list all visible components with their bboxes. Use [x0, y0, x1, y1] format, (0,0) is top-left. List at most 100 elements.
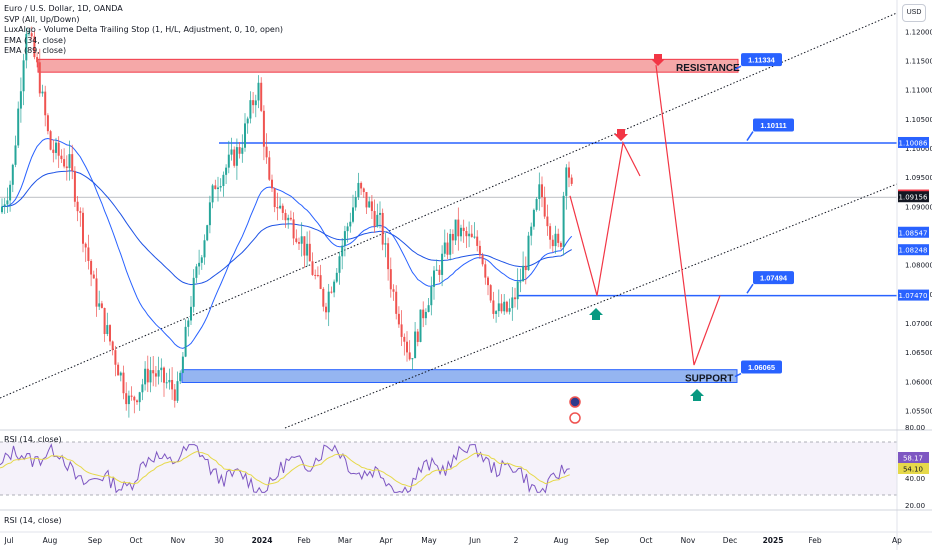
indicator-luxalgo[interactable]: LuxAlgo - Volume Delta Trailing Stop (1,…	[4, 25, 284, 34]
rsi-tick-label: 80.00	[905, 424, 925, 432]
candle-body	[519, 281, 522, 283]
level-callout-pointer	[734, 65, 742, 70]
candle-body	[9, 184, 12, 201]
candle-body	[465, 231, 468, 237]
candle-body	[163, 367, 165, 383]
x-tick-label: Oct	[640, 536, 653, 545]
y-tick-label: 1.11000	[905, 87, 932, 95]
candle-body	[265, 146, 268, 158]
indicator-svp[interactable]: SVP (All, Up/Down)	[4, 14, 80, 24]
candle-body	[406, 341, 408, 353]
candle-body	[233, 149, 236, 166]
price-scale-tag	[898, 191, 929, 203]
candle-body	[349, 221, 352, 227]
candle-body	[176, 381, 179, 401]
currency-button[interactable]: USD	[902, 4, 926, 22]
candle-body	[198, 262, 201, 267]
candle-body	[46, 115, 49, 132]
candle-body	[524, 265, 527, 271]
x-tick-label: Aug	[554, 536, 569, 545]
candle-body	[549, 226, 552, 240]
candle-body	[179, 372, 182, 382]
candle-body	[287, 217, 290, 221]
candle-body	[541, 184, 543, 198]
event-marker-icon	[569, 396, 581, 408]
candle-body	[22, 60, 25, 92]
candle-body	[346, 226, 349, 232]
symbol-title[interactable]: Euro / U.S. Dollar, 1D, OANDA	[4, 4, 123, 13]
channel-upper	[0, 0, 928, 399]
candle-body	[11, 164, 14, 185]
candle-body	[49, 131, 52, 150]
y-tick-label: 1.09500	[905, 174, 932, 182]
candle-body	[154, 373, 157, 377]
rsi-value-tag	[898, 452, 929, 463]
candle-body	[254, 100, 257, 106]
price-scale-tag	[898, 244, 929, 256]
rsi-value-text: 58.17	[903, 455, 923, 463]
x-tick-label: Mar	[338, 536, 353, 545]
candle-body	[365, 192, 368, 208]
candle-body	[530, 226, 533, 236]
y-tick-label: 1.10000	[905, 145, 932, 153]
candle-body	[484, 264, 487, 278]
candle-body	[343, 231, 346, 246]
candle-body	[125, 393, 128, 405]
candle-body	[559, 242, 562, 247]
level-callout-text: 1.11334	[748, 56, 776, 65]
indicator-ema89[interactable]: EMA (89, close)	[4, 46, 67, 55]
y-tick-label: 1.09000	[905, 203, 932, 211]
projection-path-short	[569, 140, 641, 296]
candle-body	[100, 303, 103, 308]
candle-body	[354, 197, 357, 208]
candle-body	[457, 219, 460, 237]
x-tick-label: Feb	[297, 536, 311, 545]
candle-body	[98, 303, 101, 307]
candle-body	[168, 379, 171, 383]
candle-body	[308, 243, 311, 262]
level-callout-text: 1.10111	[760, 121, 786, 130]
x-tick-label: May	[421, 536, 437, 545]
candle-body	[473, 236, 476, 238]
candle-body	[252, 100, 255, 106]
candle-body	[230, 149, 233, 155]
candle-body	[130, 395, 133, 397]
candle-body	[360, 182, 363, 189]
x-tick-label: 2024	[252, 536, 273, 545]
candle-body	[352, 207, 354, 222]
candle-body	[90, 260, 93, 275]
candle-body	[408, 352, 411, 360]
candle-body	[30, 33, 33, 37]
candle-body	[335, 272, 338, 282]
candle-body	[246, 118, 249, 124]
indicator-ema34[interactable]: EMA (34, close)	[4, 35, 67, 45]
candle-body	[157, 370, 160, 377]
candle-body	[146, 368, 149, 383]
candle-body	[95, 278, 98, 307]
rsi-line	[0, 443, 570, 494]
candle-body	[395, 291, 398, 314]
candle-body	[17, 108, 20, 146]
candle-body	[63, 159, 66, 167]
x-tick-label: Dec	[723, 536, 738, 545]
candle-body	[557, 233, 560, 243]
buy-arrow-mid	[589, 308, 603, 320]
candle-body	[65, 166, 68, 169]
candle-body	[438, 269, 441, 275]
candle-body	[446, 242, 449, 255]
candle-body	[546, 216, 549, 227]
candle-body	[238, 147, 241, 154]
candle-body	[82, 212, 84, 244]
candle-body	[92, 274, 95, 279]
candle-body	[208, 202, 211, 226]
level-callout	[741, 360, 782, 374]
candle-body	[3, 204, 6, 207]
candle-body	[311, 261, 314, 275]
rsi-second-pane-title[interactable]: RSI (14, close)	[4, 516, 62, 525]
rsi-pane-title[interactable]: RSI (14, close)	[4, 435, 62, 444]
candle-body	[109, 325, 111, 342]
candle-body	[419, 309, 422, 342]
x-tick-label: Sep	[595, 536, 609, 545]
candle-body	[435, 269, 438, 271]
